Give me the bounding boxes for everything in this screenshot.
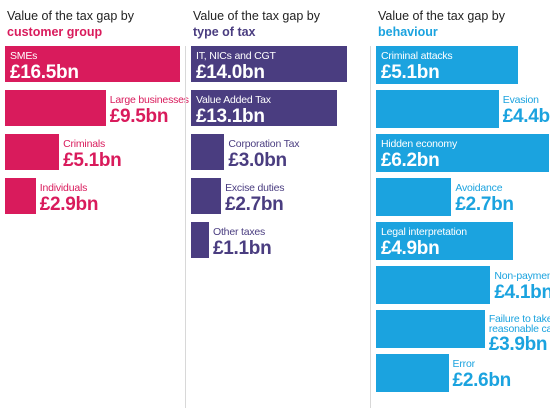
panel-title-text: Value of the tax gap by	[7, 9, 134, 23]
bar	[191, 46, 347, 82]
category-label: Non-payment	[494, 270, 550, 282]
value-label: £4.4bn	[502, 106, 550, 127]
value-label: £14.0bn	[196, 62, 265, 83]
divider	[185, 46, 186, 408]
category-label: Excise duties	[225, 182, 285, 194]
value-label: £9.5bn	[109, 106, 169, 127]
panel-type-of-tax: Value of the tax gap by type of tax IT, …	[186, 0, 369, 408]
value-label: £16.5bn	[10, 62, 79, 83]
bar	[376, 222, 513, 260]
bar-label: IT, NICs and CGT £14.0bn	[196, 50, 276, 83]
value-label: £2.9bn	[39, 194, 99, 215]
value-label: £5.1bn	[63, 150, 122, 171]
bar	[376, 90, 499, 128]
value-label: £2.6bn	[452, 370, 512, 391]
bar-label: Avoidance £2.7bn	[455, 182, 514, 215]
value-label: £13.1bn	[196, 106, 265, 127]
panel-subtitle: type of tax	[193, 25, 256, 39]
bar-label: Corporation Tax £3.0bn	[228, 138, 299, 171]
bar	[376, 178, 452, 216]
panel-behaviour: Value of the tax gap by behaviour Crimin…	[371, 0, 550, 408]
bar-label: Evasion£4.4bn	[503, 94, 550, 127]
bar-label: Legal interpretation £4.9bn	[381, 226, 467, 259]
bar-label: SMEs £16.5bn	[10, 50, 79, 83]
bar-label: Non-payment £4.1bn	[494, 270, 550, 303]
bar	[5, 46, 180, 82]
value-label: £2.7bn	[455, 194, 514, 215]
bar	[5, 134, 60, 170]
category-label: Criminals	[63, 138, 106, 150]
bar-label: Large businesses £9.5bn	[110, 94, 189, 127]
bar	[376, 266, 491, 304]
category-label: IT, NICs and CGT	[196, 50, 276, 62]
panel-title: Value of the tax gap by customer group	[7, 8, 134, 40]
bar-label: Hidden economy £6.2bn	[381, 138, 457, 171]
value-label: £2.7bn	[225, 194, 284, 215]
panel-title-text: Value of the tax gap by	[193, 9, 320, 23]
bar	[376, 46, 519, 84]
category-label: Failure to take reasonable care	[488, 313, 550, 335]
value-label: £6.2bn	[381, 150, 440, 171]
category-label: Legal interpretation	[381, 226, 467, 238]
bar	[191, 134, 225, 170]
bar	[5, 178, 36, 214]
bar-label: Excise duties £2.7bn	[225, 182, 284, 215]
bar-label: Failure to take reasonable care£3.9bn	[489, 314, 550, 355]
bar	[5, 90, 106, 126]
category-label: Value Added Tax	[196, 94, 271, 106]
panel-subtitle: behaviour	[378, 25, 438, 39]
category-label: Corporation Tax	[228, 138, 300, 150]
bar-label: Individuals £2.9bn	[39, 182, 99, 215]
panel-subtitle: customer group	[7, 25, 103, 39]
value-label: £4.1bn	[494, 282, 550, 303]
category-label: Individuals	[39, 182, 88, 194]
panel-title-text: Value of the tax gap by	[378, 9, 505, 23]
panel-title: Value of the tax gap by type of tax	[193, 8, 320, 40]
bar	[191, 222, 209, 258]
bar	[191, 178, 222, 214]
category-label: Other taxes	[213, 226, 266, 238]
bar	[191, 90, 337, 126]
category-label: Large businesses	[109, 94, 189, 106]
bar	[376, 134, 549, 172]
value-label: £5.1bn	[381, 62, 440, 83]
category-label: Evasion	[502, 94, 539, 106]
category-label: Avoidance	[455, 182, 503, 194]
divider	[370, 46, 371, 408]
value-label: £3.9bn	[488, 334, 548, 355]
value-label: £1.1bn	[213, 238, 272, 259]
panel-title: Value of the tax gap by behaviour	[378, 8, 505, 40]
bar-label: Error £2.6bn	[452, 358, 512, 391]
category-label: Hidden economy	[381, 138, 457, 150]
bar-label: Other taxes £1.1bn	[213, 226, 272, 259]
bar-label: Value Added Tax £13.1bn	[196, 94, 271, 127]
bar-label: Criminals £5.1bn	[63, 138, 122, 171]
bar	[376, 310, 485, 348]
panel-customer-group: Value of the tax gap by customer group S…	[0, 0, 189, 408]
category-label: SMEs	[10, 50, 38, 62]
bar	[376, 354, 449, 392]
value-label: £4.9bn	[381, 238, 440, 259]
bar-label: Criminal attacks £5.1bn	[381, 50, 453, 83]
value-label: £3.0bn	[228, 150, 287, 171]
category-label: Error	[452, 358, 476, 370]
category-label: Criminal attacks	[381, 50, 453, 62]
